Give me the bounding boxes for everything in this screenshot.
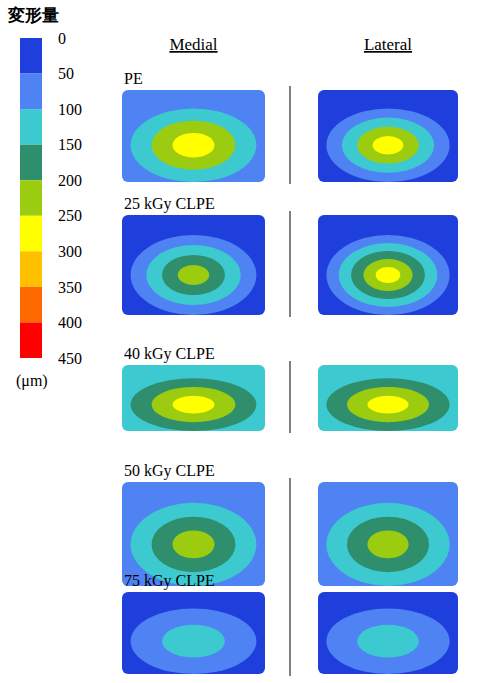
svg-text:Lateral: Lateral <box>364 35 412 54</box>
html-text:変形量: 変形量 <box>8 5 59 25</box>
svg-text:200: 200 <box>58 172 82 189</box>
svg-text:300: 300 <box>58 243 82 260</box>
svg-text:400: 400 <box>58 314 82 331</box>
svg-text:250: 250 <box>58 207 82 224</box>
svg-text:150: 150 <box>58 136 82 153</box>
svg-text:50: 50 <box>58 65 74 82</box>
svg-text:350: 350 <box>58 279 82 296</box>
svg-text:75 kGy CLPE: 75 kGy CLPE <box>124 572 215 590</box>
svg-text:100: 100 <box>58 101 82 118</box>
svg-text:50 kGy CLPE: 50 kGy CLPE <box>124 462 215 480</box>
svg-text:450: 450 <box>58 350 82 367</box>
html-text:(μm): (μm) <box>16 372 48 389</box>
svg-text:PE: PE <box>124 70 143 87</box>
svg-text:0: 0 <box>58 30 66 47</box>
svg-text:25 kGy CLPE: 25 kGy CLPE <box>124 195 215 213</box>
svg-text:Medial: Medial <box>169 35 217 54</box>
svg-text:40 kGy CLPE: 40 kGy CLPE <box>124 345 215 363</box>
